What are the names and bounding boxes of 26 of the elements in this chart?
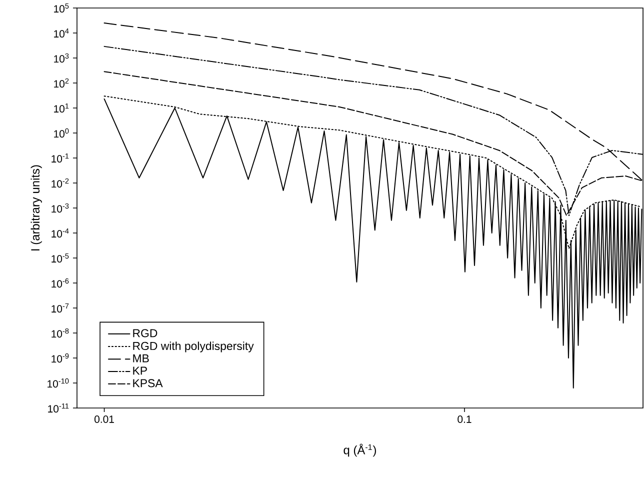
y-tick-label: 10$^{-5}$ [52,253,69,263]
y-tick-label: 10$^{3}$ [54,53,69,63]
legend-label: RGD [133,329,158,338]
x-tick-label: 0.1 [458,416,472,423]
y-tick-label: 10$^{-6}$ [52,278,69,288]
y-tick-label: 10$^{2}$ [54,78,69,88]
x-tick-label: 0.01 [94,416,114,423]
y-tick-label: 10$^{0}$ [54,128,69,138]
legend-label: KP [133,366,147,375]
y-axis-title: I (arbitrary units) [30,165,42,250]
x-axis-title: q (Å$^{-1}$) [344,444,376,457]
y-tick-label: 10$^{-10}$ [48,378,69,388]
y-tick-label: 10$^{-3}$ [52,203,69,213]
y-tick-label: 10$^{1}$ [54,103,69,113]
y-tick-label: 10$^{-7}$ [52,303,69,313]
y-tick-label: 10$^{5}$ [54,3,69,13]
y-tick-label: 10$^{-9}$ [52,353,69,363]
y-tick-label: 10$^{-4}$ [52,228,69,238]
y-tick-label: 10$^{-1}$ [52,153,69,163]
y-tick-label: 10$^{-11}$ [48,403,69,413]
y-tick-label: 10$^{4}$ [54,28,69,38]
y-tick-label: 10$^{-8}$ [52,328,69,338]
legend-label: MB [133,354,149,362]
y-tick-label: 10$^{-2}$ [52,178,69,188]
legend-label: RGD with polydispersity [133,342,254,352]
legend-label: KPSA [133,379,163,388]
